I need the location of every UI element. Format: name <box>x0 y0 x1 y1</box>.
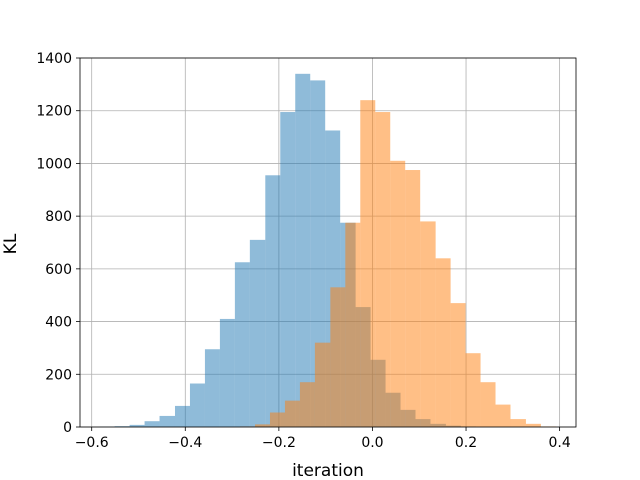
histogram-bar <box>174 405 190 427</box>
histogram-bars <box>99 73 556 428</box>
histogram-bar <box>284 400 300 427</box>
histogram-bar <box>510 419 526 427</box>
histogram-bar <box>234 262 250 427</box>
y-tick-label: 1000 <box>36 156 72 172</box>
histogram-bar <box>310 80 326 428</box>
histogram-bar <box>435 258 451 427</box>
y-tick-label: 1200 <box>36 104 72 120</box>
histogram-bar <box>495 404 511 427</box>
histogram-bar <box>255 424 270 427</box>
histogram-bar <box>269 412 285 427</box>
histogram-bar <box>345 222 361 427</box>
histogram-bar <box>390 160 406 428</box>
histogram-bar <box>360 100 376 428</box>
plot-frame <box>79 57 577 428</box>
x-tick-label: −0.6 <box>75 435 109 451</box>
histogram-bar <box>525 423 541 427</box>
series-2-bars <box>240 100 556 428</box>
histogram-bar <box>144 421 160 427</box>
x-tick-label: 0.2 <box>455 435 477 451</box>
y-tick-label: 200 <box>45 367 72 383</box>
histogram-bar <box>265 175 281 427</box>
y-axis-label: KL <box>1 233 21 254</box>
histogram-bar <box>314 342 331 427</box>
y-tick-label: 600 <box>45 262 72 278</box>
histogram-bar <box>420 221 436 427</box>
histogram-bar <box>330 287 346 427</box>
histogram-bar <box>280 112 296 428</box>
y-tick-label: 1400 <box>36 51 72 67</box>
histogram-bar <box>405 170 421 427</box>
histogram-bar <box>295 73 311 428</box>
histogram-bar <box>375 112 391 428</box>
x-tick-label: −0.4 <box>168 435 202 451</box>
axis-ticks: −0.6 −0.4 −0.2 0.0 0.2 0.4 0 200 400 600 800 1000 12… <box>36 51 570 451</box>
histogram-bar <box>159 415 175 427</box>
histogram-bar <box>480 382 496 427</box>
histogram-bar <box>299 382 315 427</box>
histogram-bar <box>129 424 145 427</box>
y-tick-label: 400 <box>45 315 72 331</box>
histogram-bar <box>450 303 466 427</box>
x-tick-label: −0.2 <box>262 435 296 451</box>
x-tick-label: 0.0 <box>361 435 383 451</box>
histogram-bar <box>204 349 220 427</box>
y-tick-label: 800 <box>45 209 72 225</box>
x-axis-label: iteration <box>292 461 364 480</box>
histogram-bar <box>219 318 235 427</box>
x-tick-label: 0.4 <box>548 435 570 451</box>
histogram-bar <box>465 353 481 427</box>
y-tick-label: 0 <box>63 420 72 436</box>
histogram-bar <box>189 383 205 427</box>
histogram-bar <box>249 239 266 427</box>
